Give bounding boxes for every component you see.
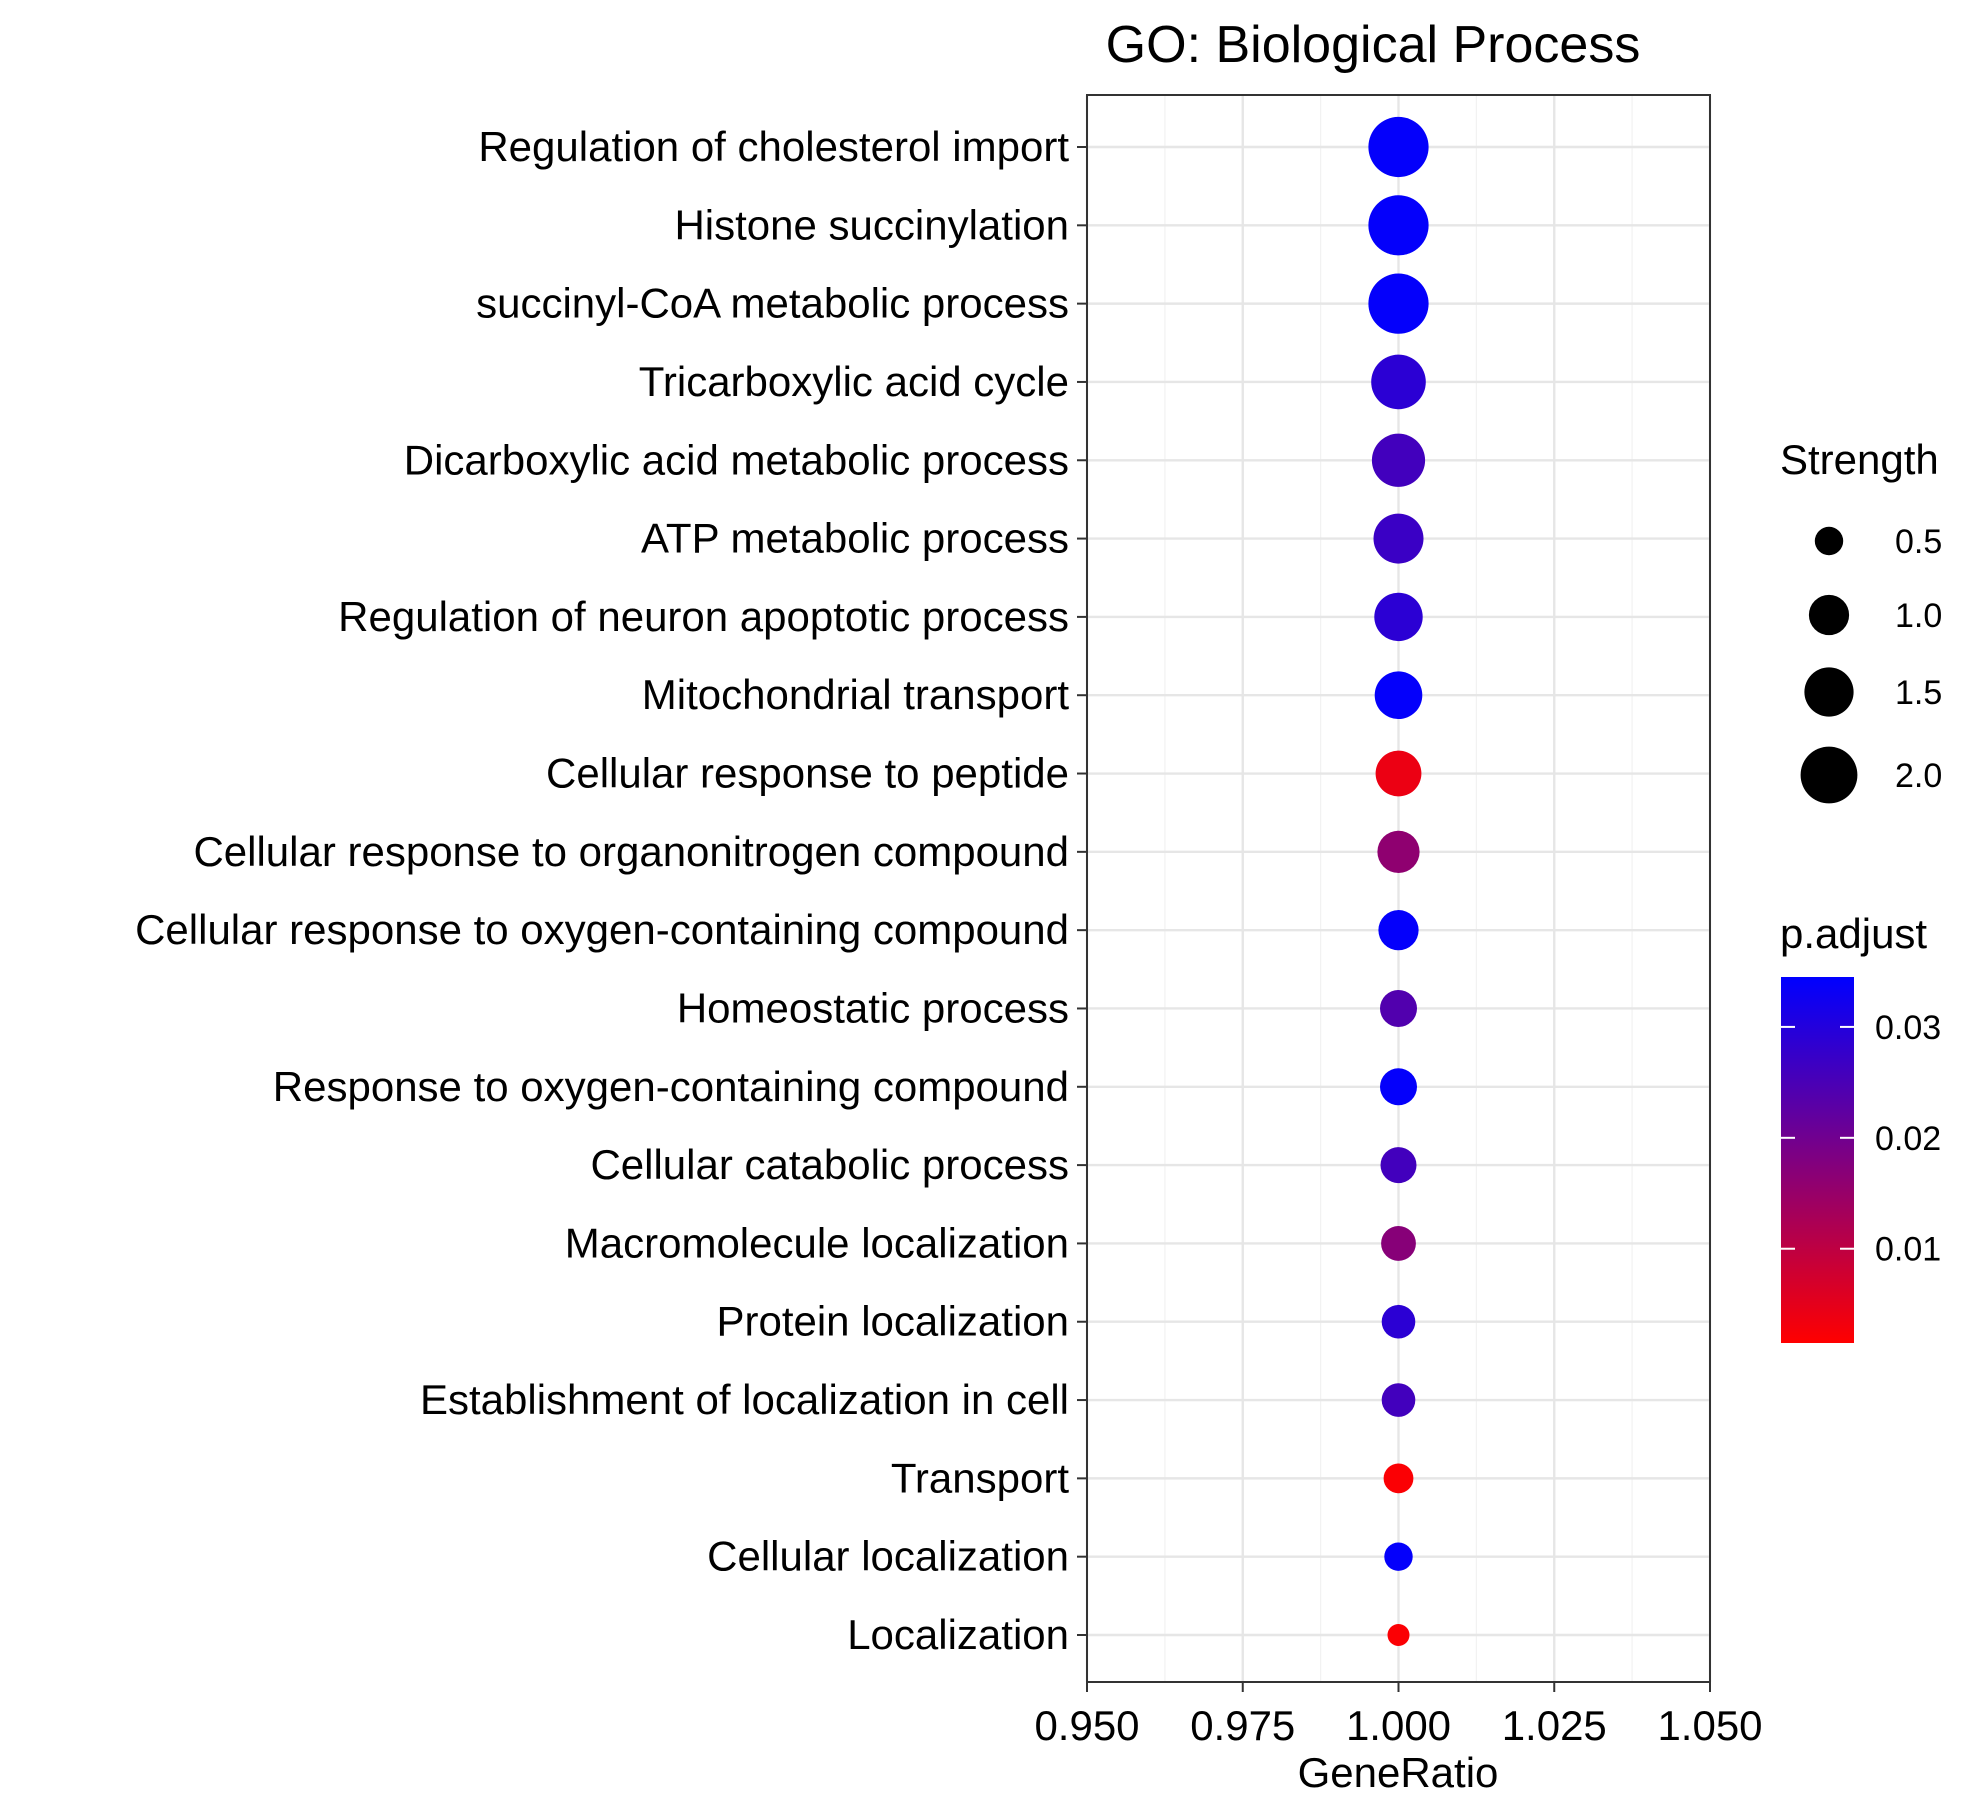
x-tick-label: 1.025 [1502, 1702, 1607, 1749]
strength-legend: Strength 0.5 1.0 1.5 2.0 [1780, 436, 1942, 804]
colorbar-label: 0.01 [1875, 1231, 1941, 1269]
category-label: Response to oxygen-containing compound [273, 1063, 1069, 1110]
data-point [1380, 989, 1417, 1027]
data-point [1371, 433, 1426, 487]
data-points [1368, 116, 1429, 1646]
p-adjust-colorbar [1781, 977, 1854, 1343]
data-point [1371, 354, 1426, 410]
category-label: Cellular catabolic process [590, 1141, 1069, 1188]
data-point [1387, 1624, 1410, 1646]
strength-legend-label: 1.5 [1895, 674, 1942, 712]
strength-legend-label: 2.0 [1895, 757, 1942, 795]
data-point [1380, 1068, 1417, 1106]
chart-title: GO: Biological Process [1106, 16, 1641, 74]
category-label: ATP metabolic process [641, 515, 1069, 562]
x-tick-label: 1.000 [1346, 1702, 1451, 1749]
category-label: Macromolecule localization [565, 1219, 1069, 1266]
category-label: Dicarboxylic acid metabolic process [404, 436, 1069, 483]
category-label: Localization [847, 1611, 1069, 1658]
category-label: Transport [891, 1454, 1070, 1501]
category-label: Tricarboxylic acid cycle [639, 358, 1069, 405]
category-label: Mitochondrial transport [642, 671, 1070, 718]
x-tick-label: 0.950 [1034, 1702, 1139, 1749]
strength-legend-key [1814, 526, 1844, 556]
data-point [1374, 592, 1423, 642]
y-axis: Regulation of cholesterol import Histone … [135, 123, 1087, 1658]
strength-legend-label: 1.0 [1895, 597, 1942, 635]
data-point [1373, 513, 1424, 564]
strength-legend-key [1804, 667, 1854, 717]
colorbar-label: 0.02 [1875, 1120, 1941, 1158]
data-point [1383, 1463, 1414, 1494]
data-point [1368, 273, 1429, 334]
data-point [1381, 1304, 1416, 1339]
strength-legend-key [1800, 746, 1858, 804]
x-axis: 0.950 0.975 1.000 1.025 1.050 [1034, 1682, 1763, 1749]
data-point [1368, 195, 1429, 256]
category-label: Cellular response to organonitrogen comp… [193, 828, 1069, 875]
p-adjust-legend: p.adjust 0.03 0.02 0.01 [1780, 910, 1941, 1343]
strength-legend-label: 0.5 [1895, 523, 1942, 561]
x-axis-title: GeneRatio [1298, 1749, 1499, 1796]
category-label: Regulation of cholesterol import [478, 123, 1069, 170]
data-point [1377, 830, 1420, 873]
category-label: Cellular response to peptide [546, 750, 1069, 797]
category-label: Cellular response to oxygen-containing c… [135, 906, 1069, 953]
category-label: Homeostatic process [677, 984, 1069, 1031]
x-tick-label: 1.050 [1657, 1702, 1762, 1749]
category-label: Establishment of localization in cell [420, 1376, 1069, 1423]
strength-legend-key [1808, 594, 1850, 636]
data-point [1381, 1226, 1416, 1261]
category-label: succinyl-CoA metabolic process [476, 280, 1069, 327]
data-point [1368, 116, 1429, 178]
category-label: Protein localization [716, 1298, 1069, 1345]
plot-panel [1085, 94, 1712, 1683]
data-point [1378, 910, 1419, 951]
colorbar-label: 0.03 [1875, 1009, 1941, 1047]
p-adjust-legend-title: p.adjust [1780, 910, 1927, 957]
data-point [1381, 1383, 1416, 1417]
data-point [1374, 671, 1423, 720]
category-label: Regulation of neuron apoptotic process [338, 593, 1069, 640]
data-point [1380, 1147, 1417, 1184]
x-tick-label: 0.975 [1190, 1702, 1295, 1749]
category-label: Histone succinylation [674, 201, 1069, 248]
strength-legend-title: Strength [1780, 436, 1939, 483]
category-label: Cellular localization [707, 1533, 1069, 1580]
data-point [1384, 1542, 1413, 1571]
data-point [1375, 750, 1422, 797]
